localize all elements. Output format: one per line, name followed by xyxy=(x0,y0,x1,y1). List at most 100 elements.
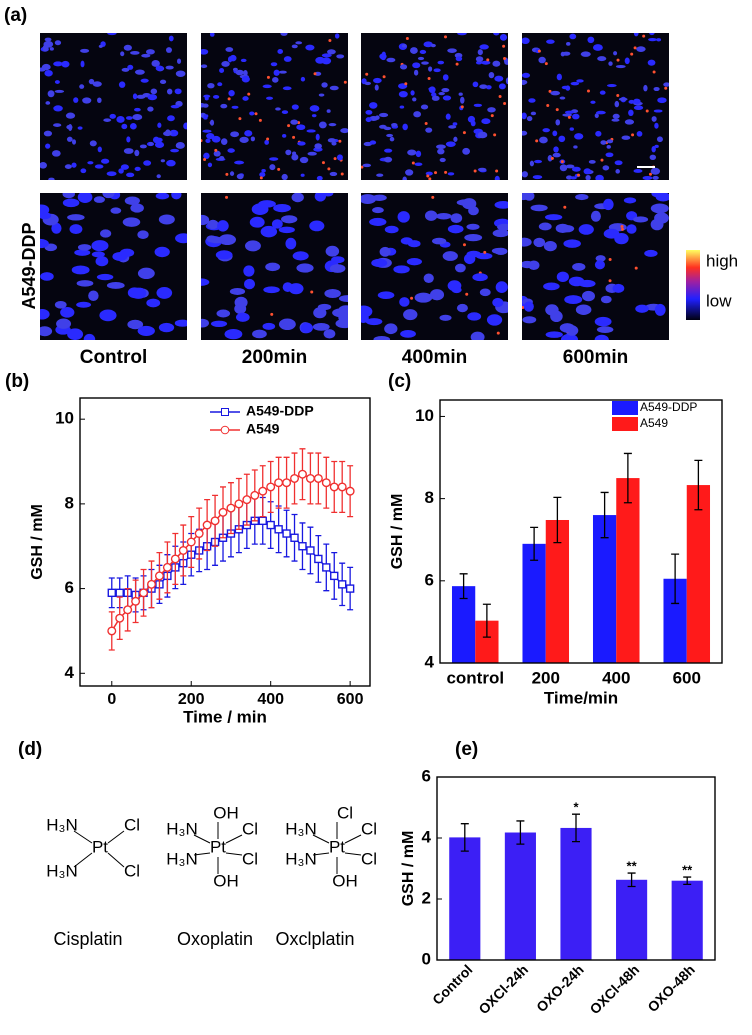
cell xyxy=(42,44,49,52)
cell xyxy=(45,143,51,149)
cell xyxy=(647,59,656,66)
cell xyxy=(587,36,595,44)
cell xyxy=(201,278,210,286)
cell xyxy=(175,233,187,244)
cell xyxy=(98,44,103,48)
cell xyxy=(229,54,237,62)
point xyxy=(178,545,188,555)
cell xyxy=(278,70,287,74)
cell xyxy=(62,193,75,199)
cell xyxy=(580,51,591,57)
cell xyxy=(562,113,573,117)
cell xyxy=(570,81,580,86)
cell xyxy=(202,129,212,133)
hotspot xyxy=(616,58,620,62)
cell xyxy=(43,130,53,137)
hotspot xyxy=(483,250,487,254)
cell xyxy=(534,159,542,164)
cell xyxy=(526,116,533,122)
cell xyxy=(578,279,596,288)
hotspot xyxy=(410,296,414,300)
hotspot xyxy=(266,75,270,79)
cell xyxy=(611,118,620,122)
atom: Cl xyxy=(361,819,377,838)
cell xyxy=(429,289,445,301)
hotspot xyxy=(313,72,317,76)
cell xyxy=(403,309,418,321)
cell xyxy=(487,107,496,113)
cell xyxy=(498,83,506,90)
cell xyxy=(129,123,137,130)
hotspot xyxy=(321,161,325,165)
hotspot xyxy=(496,331,500,335)
x-tick-label: OXO-48h xyxy=(644,961,698,1015)
cell xyxy=(296,124,306,131)
cell xyxy=(80,48,90,53)
point xyxy=(297,469,307,479)
cell xyxy=(423,273,434,283)
cell xyxy=(159,79,167,85)
atom: H₃N xyxy=(46,861,77,880)
hotspot xyxy=(608,258,612,262)
hotspot xyxy=(608,279,612,283)
hotspot xyxy=(428,177,432,180)
hotspot xyxy=(652,70,656,74)
cell xyxy=(462,147,471,155)
cell xyxy=(648,37,657,42)
cell xyxy=(595,110,606,115)
cell xyxy=(417,56,425,61)
cell xyxy=(207,82,215,89)
cell xyxy=(40,238,49,249)
point xyxy=(329,482,339,492)
x-tick-label: OXCl-48h xyxy=(586,961,642,1017)
cell xyxy=(477,49,483,56)
cell xyxy=(100,229,112,238)
cell xyxy=(624,119,635,125)
cell xyxy=(299,156,309,164)
cell xyxy=(40,272,54,281)
cell xyxy=(306,129,316,133)
cell xyxy=(314,143,322,149)
atom: H₃N xyxy=(166,849,197,868)
cell xyxy=(621,135,631,140)
error-bar xyxy=(516,820,525,845)
annotation: ** xyxy=(627,859,638,874)
bond xyxy=(107,830,125,844)
hotspot xyxy=(633,46,637,50)
cell xyxy=(456,199,475,206)
cell xyxy=(82,97,92,104)
hotspot xyxy=(548,89,552,93)
cell xyxy=(651,146,656,153)
cell xyxy=(384,323,398,335)
legend-label: A549-DDP xyxy=(640,400,697,414)
cell xyxy=(442,95,452,101)
hotspot xyxy=(567,115,571,119)
cell xyxy=(522,316,537,324)
cell xyxy=(285,237,297,250)
cell xyxy=(538,56,546,64)
cell xyxy=(165,65,174,70)
cell xyxy=(201,48,209,55)
cell xyxy=(340,128,348,134)
cell xyxy=(481,118,491,125)
cell xyxy=(389,136,395,142)
cell xyxy=(245,240,261,252)
cell xyxy=(553,146,559,153)
cell xyxy=(305,44,315,51)
point xyxy=(306,546,315,555)
cell xyxy=(220,103,228,109)
cell xyxy=(612,283,625,293)
cell xyxy=(54,40,62,46)
cell xyxy=(544,214,563,221)
cell xyxy=(467,115,476,123)
cell xyxy=(137,267,155,280)
cell xyxy=(412,97,417,102)
cell xyxy=(413,69,419,76)
cell xyxy=(156,286,173,299)
cell xyxy=(300,173,305,177)
cell xyxy=(636,46,646,52)
cell xyxy=(379,53,387,60)
cell xyxy=(499,33,508,41)
cell xyxy=(291,44,298,49)
cell xyxy=(79,84,85,89)
